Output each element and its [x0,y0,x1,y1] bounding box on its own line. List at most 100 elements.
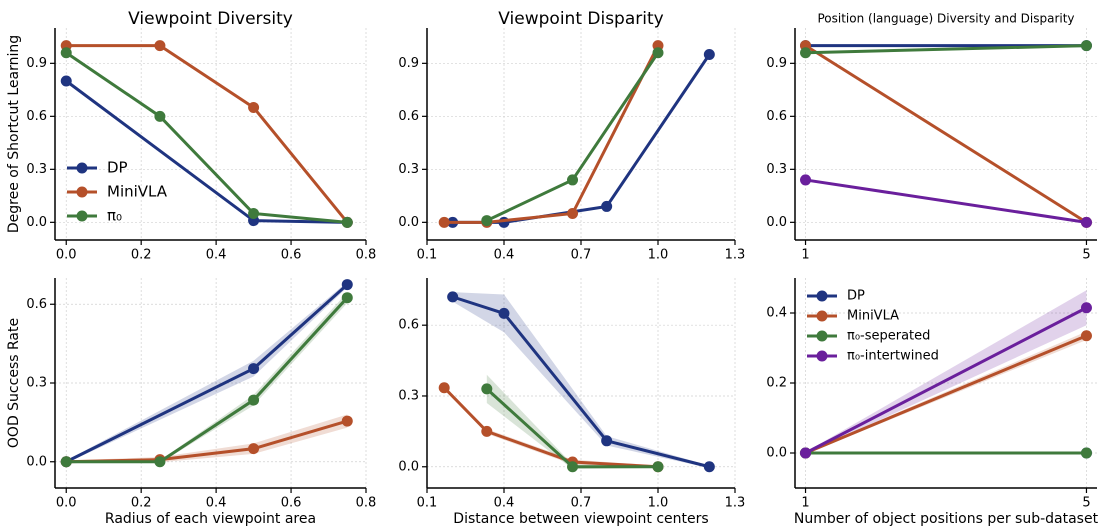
x-tick-label: 0.7 [571,496,592,511]
point [601,200,613,212]
x-tick-label: 1.3 [725,248,746,263]
legend-label: MiniVLA [107,183,168,201]
legend-label: MiniVLA [847,309,899,324]
point [154,40,166,52]
subplot-title: Viewpoint Diversity [128,9,293,29]
point [438,382,450,394]
point [601,435,613,447]
series-line [66,44,349,224]
series-line [66,296,349,464]
x-tick-label: 1.0 [648,248,669,263]
series-line [804,44,1088,224]
x-tick-label: 0.4 [206,248,227,263]
point [341,292,353,304]
point [248,443,260,455]
y-tick-label: 0.6 [26,109,47,124]
y-axis-label: Degree of Shortcut Learning [6,35,22,233]
y-tick-label: 0.3 [398,388,419,403]
y-tick-label: 0.4 [766,306,787,321]
x-tick-label: 1 [801,248,809,263]
point [248,102,260,113]
point [481,425,493,437]
point [154,456,166,468]
series-line [65,79,348,224]
point [567,174,579,186]
point [800,447,812,459]
point [1080,330,1092,342]
x-tick-label: 0.4 [494,248,515,263]
subplot-title: Position (language) Diversity and Dispar… [817,12,1074,26]
x-tick-label: 0.8 [356,496,377,511]
point [60,456,72,468]
point [341,279,353,291]
series-line [804,334,1088,455]
series-line [804,306,1088,455]
x-tick-label: 0.0 [56,496,77,511]
error-band [66,292,348,464]
y-tick-label: 0.3 [26,376,47,391]
point [703,49,715,60]
series-line [805,178,1087,224]
legend-marker [816,350,828,362]
point [447,291,459,303]
point [341,216,353,228]
y-tick-label: 0.3 [398,162,419,177]
series-line [65,51,348,224]
point [60,47,72,59]
series-line [444,44,660,224]
y-tick-label: 0.6 [26,297,47,312]
x-tick-label: 0.2 [131,248,152,263]
point [567,461,579,473]
y-tick-label: 0.0 [26,454,47,469]
y-tick-label: 0.6 [398,318,419,333]
point [1080,40,1092,52]
legend-label: DP [107,159,128,177]
x-tick-label: 0.2 [131,496,152,511]
y-tick-label: 0.2 [766,376,787,391]
series-line [443,386,659,469]
legend-label: DP [847,289,865,304]
legend-marker [76,210,88,222]
x-axis-label: Radius of each viewpoint area [105,511,316,527]
y-tick-label: 0.6 [766,109,787,124]
point [652,461,664,473]
series-line [805,44,1087,55]
series-line [486,51,660,222]
x-tick-label: 1.0 [648,496,669,511]
point [481,215,493,227]
x-tick-label: 0.6 [281,496,302,511]
error-band [805,290,1087,455]
legend-label: π₀ [107,207,122,225]
y-tick-label: 0.0 [398,215,419,230]
x-tick-label: 0.7 [571,248,592,263]
x-tick-label: 0.4 [206,496,227,511]
x-tick-label: 0.1 [417,496,438,511]
x-axis-label: Number of object positions per sub-datas… [794,511,1099,527]
point [1080,302,1092,314]
point [248,394,260,406]
point [1080,447,1092,459]
legend-marker [816,290,828,302]
x-tick-label: 1.3 [725,496,746,511]
legend-label: π₀-intertwined [847,349,939,364]
legend-label: π₀-seperated [847,329,930,344]
point [481,383,493,395]
x-tick-label: 5 [1082,248,1090,263]
point [800,174,812,186]
y-tick-label: 0.3 [766,162,787,177]
y-axis-label: OOD Success Rate [6,318,22,448]
x-tick-label: 5 [1082,496,1090,511]
x-tick-label: 0.8 [356,248,377,263]
point [154,110,166,122]
point [498,307,510,319]
x-tick-label: 0.0 [56,248,77,263]
y-tick-label: 0.0 [766,446,787,461]
y-tick-label: 0.0 [26,215,47,230]
point [703,461,715,473]
x-tick-label: 0.6 [281,248,302,263]
point [248,363,260,375]
y-tick-label: 0.3 [26,162,47,177]
point [438,216,450,228]
subplot-title: Viewpoint Disparity [498,9,663,29]
